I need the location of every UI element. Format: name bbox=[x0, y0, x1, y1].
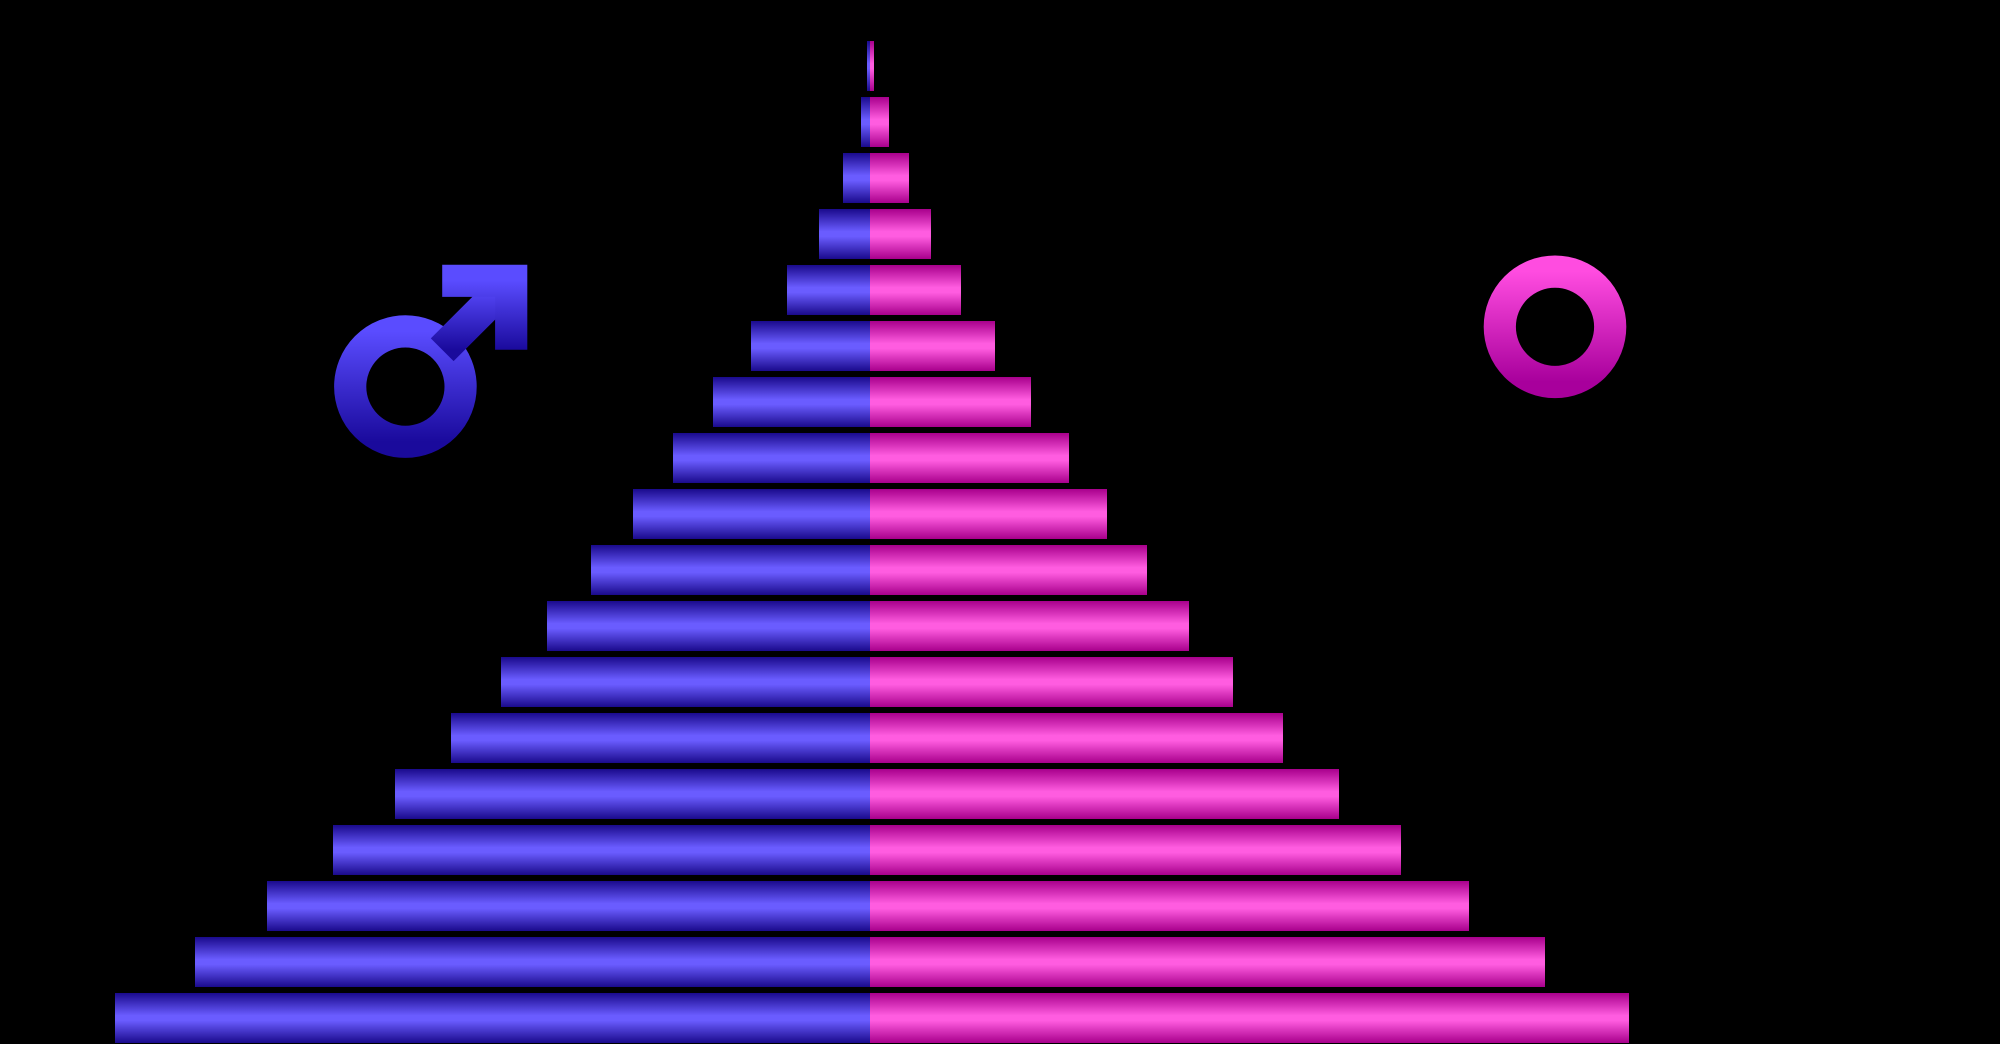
pyramid-row bbox=[0, 208, 2000, 260]
female-bar bbox=[870, 432, 1070, 484]
male-bar bbox=[786, 264, 870, 316]
population-pyramid-chart bbox=[0, 0, 2000, 1027]
female-bar bbox=[870, 656, 1234, 708]
female-bar bbox=[870, 264, 962, 316]
male-bar bbox=[860, 96, 870, 148]
male-bar bbox=[818, 208, 870, 260]
male-symbol-icon bbox=[318, 244, 548, 479]
male-bar bbox=[590, 544, 870, 596]
male-bar bbox=[500, 656, 870, 708]
male-bar bbox=[114, 992, 870, 1044]
pyramid-row bbox=[0, 768, 2000, 820]
female-symbol-icon bbox=[1440, 244, 1670, 479]
male-bar bbox=[672, 432, 870, 484]
male-bar bbox=[194, 936, 870, 988]
female-bar bbox=[870, 544, 1148, 596]
female-bar bbox=[870, 824, 1402, 876]
female-bar bbox=[870, 992, 1630, 1044]
male-bar bbox=[546, 600, 870, 652]
pyramid-row bbox=[0, 992, 2000, 1044]
male-bar bbox=[450, 712, 870, 764]
male-bar bbox=[632, 488, 870, 540]
female-bar bbox=[870, 152, 910, 204]
pyramid-row bbox=[0, 376, 2000, 428]
pyramid-row bbox=[0, 432, 2000, 484]
female-bar bbox=[870, 208, 932, 260]
male-bar bbox=[842, 152, 870, 204]
pyramid-row bbox=[0, 488, 2000, 540]
pyramid-row bbox=[0, 264, 2000, 316]
female-bar bbox=[870, 96, 890, 148]
female-bar bbox=[870, 768, 1340, 820]
pyramid-row bbox=[0, 320, 2000, 372]
pyramid-row bbox=[0, 936, 2000, 988]
pyramid-row bbox=[0, 96, 2000, 148]
male-bar bbox=[332, 824, 870, 876]
male-bar bbox=[394, 768, 870, 820]
pyramid-row bbox=[0, 824, 2000, 876]
female-bar bbox=[870, 880, 1470, 932]
female-bar bbox=[870, 40, 875, 92]
female-bar bbox=[870, 936, 1546, 988]
pyramid-row bbox=[0, 880, 2000, 932]
pyramid-row bbox=[0, 544, 2000, 596]
pyramid-row bbox=[0, 40, 2000, 92]
pyramid-row bbox=[0, 656, 2000, 708]
female-bar bbox=[870, 712, 1284, 764]
male-bar bbox=[712, 376, 870, 428]
female-bar bbox=[870, 320, 996, 372]
female-bar bbox=[870, 600, 1190, 652]
pyramid-row bbox=[0, 712, 2000, 764]
male-bar bbox=[750, 320, 870, 372]
female-bar bbox=[870, 488, 1108, 540]
pyramid-row bbox=[0, 600, 2000, 652]
female-bar bbox=[870, 376, 1032, 428]
male-bar bbox=[266, 880, 870, 932]
pyramid-row bbox=[0, 152, 2000, 204]
